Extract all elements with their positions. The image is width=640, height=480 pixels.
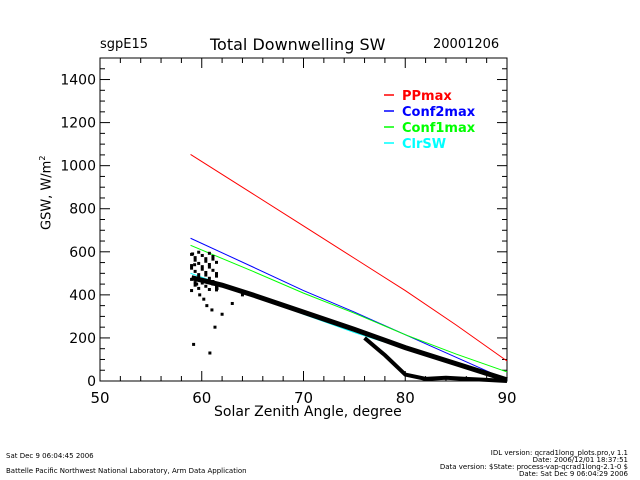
scatter-point [207,251,211,255]
scatter-point [207,263,211,267]
scatter-point [197,273,201,277]
scatter-point [207,276,211,280]
scatter-point [202,297,206,301]
scatter-point [190,266,194,270]
scatter-point [204,259,208,263]
y-axis-label-text: GSW, W/m [39,160,55,230]
scatter-point [190,264,194,268]
series-line-ppmax [190,154,508,362]
scatter-point [200,267,204,271]
scatter-point [195,282,199,286]
scatter-point [220,312,224,316]
scatter-layer [190,250,508,383]
scatter-point [211,255,215,259]
scatter-point [193,258,197,262]
scatter-point [200,253,204,257]
y-tick-label: 200 [69,331,96,347]
scatter-point [215,272,219,276]
scatter-point [211,282,215,286]
y-tick-label: 800 [69,202,96,218]
scatter-point [193,256,197,260]
footer-data-date: Date: Sat Dec 9 06:04:29 2006 [519,470,628,478]
series-layer [190,154,508,382]
scatter-point [215,285,219,289]
scatter-point [211,257,215,261]
series-line-conf1max [190,244,508,373]
chart-title: Total Downwelling SW [210,35,386,54]
scatter-point [215,288,219,292]
x-tick-label: 60 [192,389,211,407]
scatter-point [200,281,204,285]
scatter-point [204,273,208,277]
scatter-point [211,280,215,284]
legend-label-conf1max: Conf1max [402,121,476,136]
footer-idl-version: IDL version: qcrad1long_plots.pro,v 1.1 [490,449,628,457]
scatter-point [230,301,234,305]
y-tick-label: 0 [87,374,96,390]
scatter-point [208,351,212,355]
scatter-point [190,252,194,256]
scatter-point [197,250,201,254]
scatter-point [193,263,197,267]
scatter-point [190,277,194,281]
date-label: 20001206 [433,37,500,52]
scatter-point [193,269,197,273]
legend-label-conf2max: Conf2max [402,105,476,120]
y-axis-label-sup: 2 [38,155,47,161]
x-tick-label: 90 [497,389,516,407]
x-tick-label: 70 [294,389,313,407]
scatter-point [207,265,211,269]
scatter-cloudy-tail [363,336,508,383]
scatter-point [200,278,204,282]
x-tick-label: 50 [90,389,109,407]
y-tick-label: 1000 [60,159,96,175]
footer-timestamp: Sat Dec 9 06:04:45 2006 [6,452,94,460]
y-tick-label: 400 [69,288,96,304]
scatter-point [205,304,209,308]
scatter-point [207,287,211,291]
legend-label-clrsw: ClrSW [402,137,446,152]
x-tick-label: 80 [396,389,415,407]
scatter-point [198,293,202,297]
scatter-main-band [190,275,508,383]
scatter-point [210,308,214,312]
scatter-point [204,257,208,261]
footer-credit: Battelle Pacific Northwest National Labo… [6,467,247,475]
scatter-point [200,265,204,269]
footer-data-version: Data version: $State: process-vap-qcrad1… [439,463,628,471]
scatter-point [192,342,196,346]
scatter-point [197,275,201,279]
y-tick-label: 1400 [60,73,96,89]
y-tick-label: 600 [69,245,96,261]
legend-label-ppmax: PPmax [402,89,452,104]
scatter-point [215,274,219,278]
scatter-point [215,260,219,264]
scatter-point [193,281,197,285]
scatter-point [197,261,201,265]
axes: 50 60 70 80 90 0 200 400 600 800 1000 1200 1400 [60,57,517,407]
site-label: sgpE15 [100,37,149,52]
scatter-point [213,325,217,329]
y-tick-label: 1200 [60,116,96,132]
scatter-point [193,283,197,287]
series-line-conf2max [190,237,508,381]
scatter-point [204,284,208,288]
footer-idl-date: Date: 2006/12/01 18:37:51 [532,456,628,464]
scatter-point [240,293,244,297]
scatter-point [211,268,215,272]
scatter-point [204,270,208,274]
x-axis-label: Solar Zenith Angle, degree [214,404,402,420]
scatter-point [190,289,194,293]
y-axis-label: GSW, W/m2 [38,156,54,230]
scatter-point [197,286,201,290]
